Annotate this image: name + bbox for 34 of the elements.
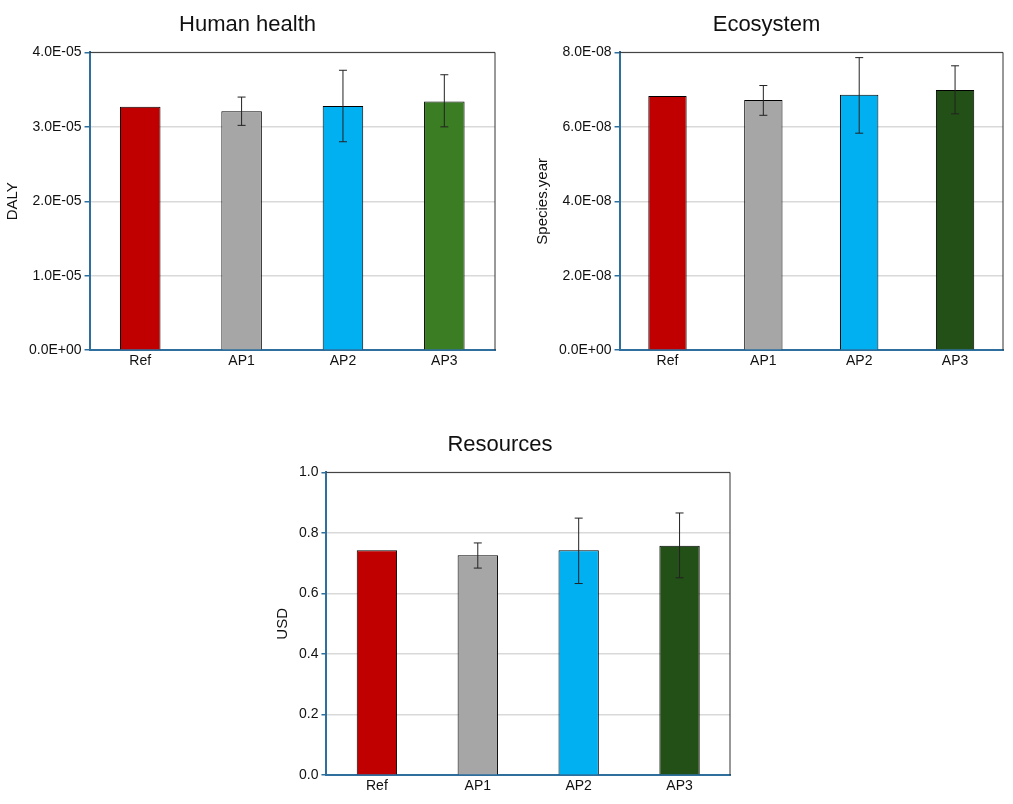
- y-tick-label: 0.8: [298, 523, 319, 540]
- chart-title: Human health: [179, 11, 316, 37]
- x-tick-label: AP1: [464, 777, 492, 794]
- x-tick-label: AP2: [329, 352, 357, 369]
- y-axis-title: Species.year: [533, 157, 551, 245]
- y-tick-label: 4.0E-08: [562, 192, 612, 209]
- x-tick-label: AP1: [228, 352, 256, 369]
- y-tick-label: 0.4: [298, 644, 319, 661]
- y-axis-title: DALY: [3, 182, 21, 221]
- y-tick-label: 0.6: [298, 584, 319, 601]
- y-tick-label: 1.0: [298, 463, 319, 480]
- y-tick-label: 2.0E-05: [32, 192, 82, 209]
- y-tick-label: 0.0E+00: [28, 341, 82, 358]
- x-tick-label: AP1: [750, 352, 777, 369]
- y-axis-title: USD: [273, 607, 291, 640]
- y-tick-label: 2.0E-08: [562, 266, 612, 283]
- x-tick-label: AP2: [845, 352, 873, 369]
- x-tick-label: AP2: [565, 777, 593, 794]
- x-tick-label: AP3: [431, 352, 458, 369]
- y-tick-label: 0.2: [298, 705, 319, 722]
- chart-title: Resources: [447, 431, 553, 457]
- x-tick-label: Ref: [366, 777, 388, 794]
- x-tick-label: AP3: [941, 352, 969, 369]
- y-tick-label: 0.0: [298, 766, 319, 783]
- y-tick-label: 3.0E-05: [32, 117, 82, 134]
- y-tick-label: 1.0E-05: [32, 266, 82, 283]
- y-tick-label: 6.0E-08: [562, 117, 612, 134]
- x-tick-label: AP3: [666, 777, 693, 794]
- y-tick-label: 8.0E-08: [562, 43, 612, 60]
- y-tick-label: 0.0E+00: [558, 341, 612, 358]
- x-tick-label: Ref: [129, 352, 152, 369]
- x-tick-label: Ref: [656, 352, 679, 369]
- y-tick-label: 4.0E-05: [32, 43, 82, 60]
- chart-title: Ecosystem: [712, 11, 821, 37]
